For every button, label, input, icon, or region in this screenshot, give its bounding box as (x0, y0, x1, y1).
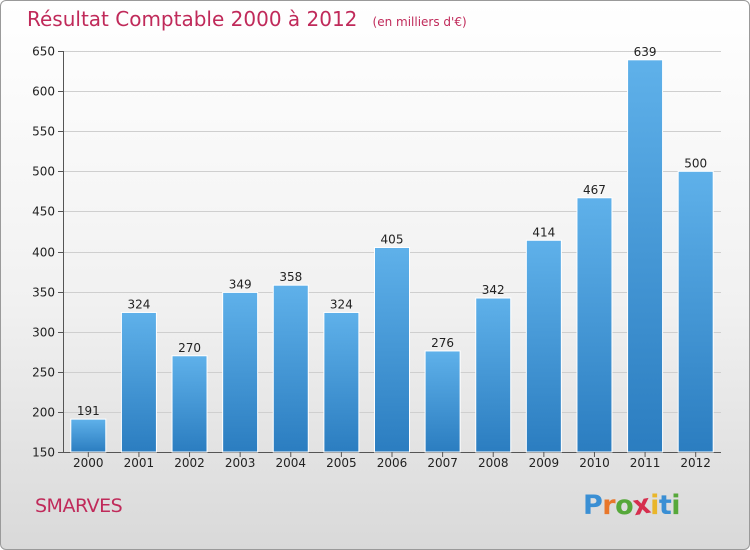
y-tick-label: 250 (32, 366, 55, 380)
bar-value-label: 324 (127, 297, 150, 311)
chart-title-block: Résultat Comptable 2000 à 2012 (en milli… (27, 7, 467, 31)
y-tick-label: 650 (32, 45, 55, 59)
x-tick-label: 2006 (377, 456, 408, 470)
bars: 191 324 270 349 358 324 405 276 342 414 467 639 500 (70, 45, 714, 453)
commune-name: SMARVES (35, 495, 123, 517)
bar-2002 (171, 355, 208, 453)
y-tick-label: 300 (32, 326, 55, 340)
y-axis: 150 200 250 300 350 400 450 500 550 600 650 (32, 45, 721, 460)
y-tick-label: 600 (32, 85, 55, 99)
y-tick-label: 400 (32, 246, 55, 260)
bar-2006 (374, 246, 410, 453)
logo-letter: P (583, 490, 603, 521)
y-tick-label: 200 (32, 406, 55, 420)
bar-2000 (70, 418, 107, 453)
bar-value-label: 270 (178, 341, 201, 355)
y-tick-label: 450 (32, 205, 55, 219)
y-tick-label: 350 (32, 286, 55, 300)
bar-2011 (627, 59, 664, 453)
bar-2010 (576, 197, 613, 453)
bar-value-label: 191 (77, 404, 100, 418)
bar-value-label: 639 (634, 45, 657, 59)
y-tick-label: 500 (32, 165, 55, 179)
bar-value-label: 324 (330, 297, 353, 311)
x-tick-label: 2008 (478, 456, 509, 470)
bar-2008 (475, 297, 512, 453)
proxiti-logo[interactable]: Proxiti (583, 489, 681, 522)
y-tick-label: 550 (32, 125, 55, 139)
x-tick-label: 2002 (174, 456, 205, 470)
bar-value-label: 405 (381, 232, 404, 246)
x-tick-label: 2000 (73, 456, 104, 470)
bar-2001 (120, 311, 157, 453)
chart-subtitle: (en milliers d'€) (372, 15, 467, 29)
bar-value-label: 349 (229, 277, 252, 291)
logo-letter: r (602, 490, 616, 521)
bar-2004 (272, 284, 309, 453)
x-tick-label: 2011 (630, 456, 661, 470)
bar-value-label: 358 (279, 270, 302, 284)
x-tick-label: 2001 (124, 456, 155, 470)
logo-letter: i (650, 490, 659, 521)
x-tick-label: 2009 (529, 456, 560, 470)
bar-2012 (677, 170, 714, 453)
x-tick-label: 2010 (579, 456, 610, 470)
logo-letter: t (658, 490, 672, 521)
bar-value-label: 276 (431, 336, 454, 350)
bar-2003 (222, 291, 259, 453)
x-tick-label: 2012 (680, 456, 711, 470)
x-axis-labels: 2000 2001 2002 2003 2004 2005 2006 2007 2008 2009… (73, 452, 711, 470)
x-tick-label: 2003 (225, 456, 256, 470)
bar-value-label: 342 (482, 283, 505, 297)
x-tick-label: 2005 (326, 456, 357, 470)
chart-title: Résultat Comptable 2000 à 2012 (27, 7, 358, 31)
x-tick-label: 2004 (275, 456, 306, 470)
bar-2005 (323, 311, 360, 453)
x-tick-label: 2007 (427, 456, 458, 470)
bar-2007 (424, 350, 461, 453)
bar-value-label: 414 (532, 225, 555, 239)
bar-value-label: 467 (583, 183, 606, 197)
logo-letter: o (615, 490, 634, 521)
logo-letter: i (671, 490, 681, 521)
y-tick-label: 150 (32, 446, 55, 460)
bar-2009 (525, 239, 562, 453)
bar-value-label: 500 (684, 156, 707, 170)
